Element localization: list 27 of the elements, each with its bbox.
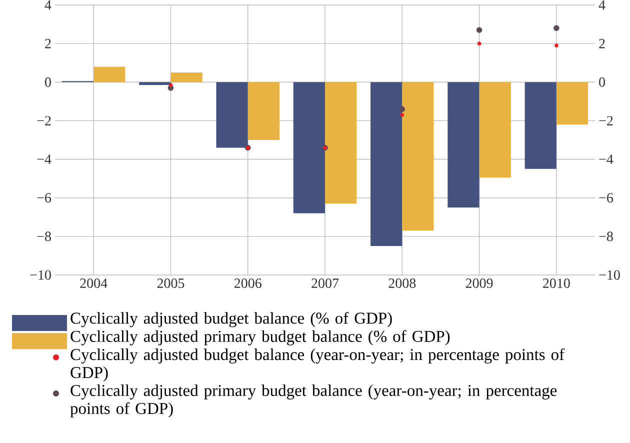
x-tick-label: 2008 bbox=[388, 278, 416, 288]
y2-tick-label: −6 bbox=[599, 193, 614, 203]
legend-label: Cyclically adjusted budget balance (year-on-year; in percentage points of GDP) bbox=[70, 348, 565, 382]
x-tick-label: 2005 bbox=[157, 278, 184, 288]
y2-tick-label: 4 bbox=[598, 0, 606, 10]
y-tick-label: −4 bbox=[37, 154, 52, 164]
y-tick-label: −6 bbox=[37, 193, 52, 203]
y-tick-label: −10 bbox=[30, 270, 51, 280]
y2-tick-label: −10 bbox=[599, 270, 620, 280]
y2-tick-label: 2 bbox=[599, 38, 605, 48]
y-tick-label: −2 bbox=[37, 116, 51, 126]
y-tick-label: 0 bbox=[45, 77, 51, 87]
x-tick-label: 2007 bbox=[312, 278, 339, 288]
y-tick-label: 4 bbox=[44, 0, 52, 10]
y-tick-label: 2 bbox=[45, 38, 51, 48]
y2-tick-label: −4 bbox=[599, 154, 614, 164]
legend-label: Cyclically adjusted primary budget balance (year-on-year; in percentage points of GDP) bbox=[70, 384, 557, 418]
x-tick-label: 2006 bbox=[234, 278, 262, 288]
y2-tick-label: −2 bbox=[599, 116, 613, 126]
legend-label: Cyclically adjusted primary budget balance (% of GDP) bbox=[70, 330, 450, 346]
x-tick-label: 2004 bbox=[80, 278, 108, 288]
y-tick-label: −8 bbox=[37, 232, 51, 242]
x-tick-label: 2009 bbox=[466, 278, 493, 288]
x-tick-label: 2010 bbox=[543, 278, 570, 288]
legend-label: Cyclically adjusted budget balance (% of GDP) bbox=[70, 312, 392, 328]
y2-tick-label: 0 bbox=[599, 77, 605, 87]
y2-tick-label: −8 bbox=[599, 232, 613, 242]
